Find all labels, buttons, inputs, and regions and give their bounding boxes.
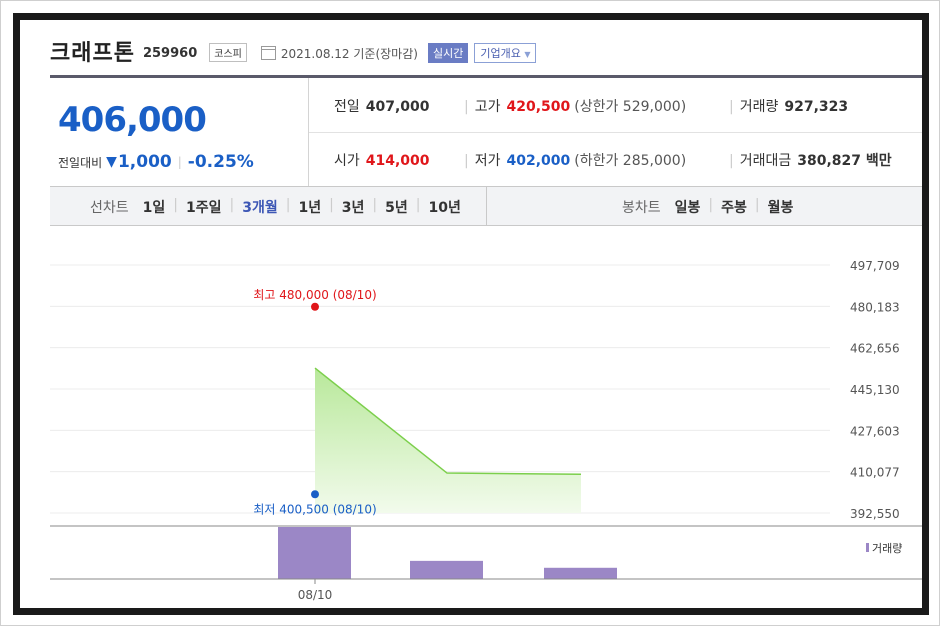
upper-limit: (상한가 529,000): [574, 99, 687, 115]
volume: | 거래량 927,323: [729, 99, 849, 115]
quote-grid: 전일 407,000 | 고가 420,500 (상한가 529,000) | 거래량 92…: [309, 78, 922, 186]
stock-widget: 크래프톤 259960 코스피 2021.08.12 기준(장마감) 실시간 기…: [13, 13, 929, 615]
y-tick-label: 497,709: [850, 259, 900, 273]
low-value: 402,000: [506, 153, 571, 169]
price-area: [315, 368, 581, 513]
max-marker: [311, 302, 319, 311]
separator: |: [708, 197, 714, 213]
realtime-button[interactable]: 실시간: [427, 42, 469, 63]
open-label: 시가: [334, 153, 360, 169]
candle-chart-periods: 봉차트 일봉 | 주봉 | 월봉: [622, 197, 793, 217]
open-price: 시가 414,000: [334, 150, 430, 170]
volume-bar: [410, 560, 483, 579]
separator: |: [754, 197, 760, 213]
volume-value: 927,323: [784, 99, 849, 115]
period-tab-3[interactable]: 1년: [298, 200, 322, 216]
current-price: 406,000: [58, 100, 207, 140]
line-chart-periods: 선차트 1일 | 1주일 | 3개월 | 1년 | 3년 | 5년 | 10년: [90, 197, 461, 217]
y-tick-label: 392,550: [850, 507, 900, 521]
min-annotation: 최저 400,500 (08/10): [253, 502, 376, 516]
y-tick-label: 410,077: [850, 466, 900, 480]
quote-row: 전일 407,000 | 고가 420,500 (상한가 529,000) | 거래량 92…: [309, 78, 922, 133]
prev-close-value: 407,000: [365, 99, 430, 115]
separator: |: [177, 155, 182, 169]
line-chart-title: 선차트: [90, 200, 129, 216]
low-price: | 저가 402,000 (하한가 285,000): [464, 153, 687, 169]
y-tick-label: 445,130: [850, 383, 900, 397]
price-change: 전일대비 ▼ 1,000 | -0.25%: [58, 152, 254, 172]
period-tab-2[interactable]: 3개월: [242, 200, 278, 216]
separator: |: [285, 197, 291, 213]
period-tab-5[interactable]: 5년: [385, 200, 408, 216]
x-tick-label: 08/10: [298, 588, 333, 602]
high-value: 420,500: [506, 99, 571, 115]
trade-amount-value: 380,827 백만: [797, 153, 892, 169]
trade-amount-label: 거래대금: [739, 153, 792, 169]
date-label: 2021.08.12 기준(장마감): [280, 46, 418, 61]
prev-close-label: 전일: [334, 99, 360, 115]
y-tick-label: 427,603: [850, 424, 900, 438]
change-amount: 1,000: [117, 152, 172, 172]
company-overview-dropdown[interactable]: 기업개요 ▼: [474, 42, 537, 63]
high-price: | 고가 420,500 (상한가 529,000): [464, 99, 687, 115]
candle-chart-title: 봉차트: [622, 200, 661, 216]
calendar-icon: [260, 46, 276, 60]
period-tab-6[interactable]: 10년: [428, 200, 461, 216]
separator: |: [372, 197, 378, 213]
volume-legend-swatch: [866, 543, 869, 552]
period-divider: [486, 187, 487, 225]
max-annotation: 최고 480,000 (08/10): [253, 288, 376, 302]
change-percent: -0.25%: [187, 152, 254, 172]
separator: |: [329, 197, 334, 213]
header-divider: [50, 75, 922, 78]
stock-name: 크래프톤: [50, 41, 135, 66]
volume-bar: [278, 527, 351, 579]
candle-tab-1[interactable]: 주봉: [721, 200, 747, 216]
high-label: 고가: [474, 99, 501, 115]
candle-tab-2[interactable]: 월봉: [767, 200, 794, 216]
period-tab-0[interactable]: 1일: [142, 200, 166, 216]
volume-label: 거래량: [739, 99, 779, 115]
min-marker: [311, 490, 319, 499]
prev-close: 전일 407,000: [334, 96, 430, 116]
open-value: 414,000: [365, 153, 430, 169]
volume-legend: 거래량: [866, 540, 902, 556]
price-line: [314, 367, 582, 475]
chevron-down-icon: ▼: [524, 49, 531, 59]
stock-header: 크래프톤 259960 코스피 2021.08.12 기준(장마감) 실시간 기…: [50, 36, 537, 66]
period-bar: 선차트 1일 | 1주일 | 3개월 | 1년 | 3년 | 5년 | 10년 봉차트 일봉 | 주봉 | 월봉: [50, 186, 922, 226]
separator: |: [415, 197, 421, 213]
volume-legend-label: 거래량: [872, 542, 903, 555]
y-tick-label: 462,656: [850, 342, 900, 356]
quote-row: 시가 414,000 | 저가 402,000 (하한가 285,000) | 거래대금 3…: [309, 132, 922, 186]
period-tab-4[interactable]: 3년: [341, 200, 365, 216]
stock-code: 259960: [142, 45, 198, 61]
price-box: 406,000 전일대비 ▼ 1,000 | -0.25%: [50, 78, 309, 186]
separator: |: [229, 197, 235, 213]
period-tab-1[interactable]: 1주일: [185, 200, 222, 216]
down-arrow-icon: ▼: [106, 154, 117, 170]
low-label: 저가: [474, 153, 501, 169]
volume-bar: [544, 567, 617, 579]
price-chart: 497,709 480,183 462,656 445,130 427,603 410,0…: [50, 259, 922, 602]
y-tick-label: 480,183: [850, 300, 900, 314]
company-overview-label: 기업개요: [480, 46, 521, 60]
candle-tab-0[interactable]: 일봉: [674, 200, 701, 216]
change-label: 전일대비: [58, 155, 103, 170]
trade-amount: | 거래대금 380,827 백만: [729, 153, 892, 169]
separator: |: [173, 197, 178, 213]
market-badge: 코스피: [209, 43, 247, 62]
lower-limit: (하한가 285,000): [574, 153, 687, 169]
